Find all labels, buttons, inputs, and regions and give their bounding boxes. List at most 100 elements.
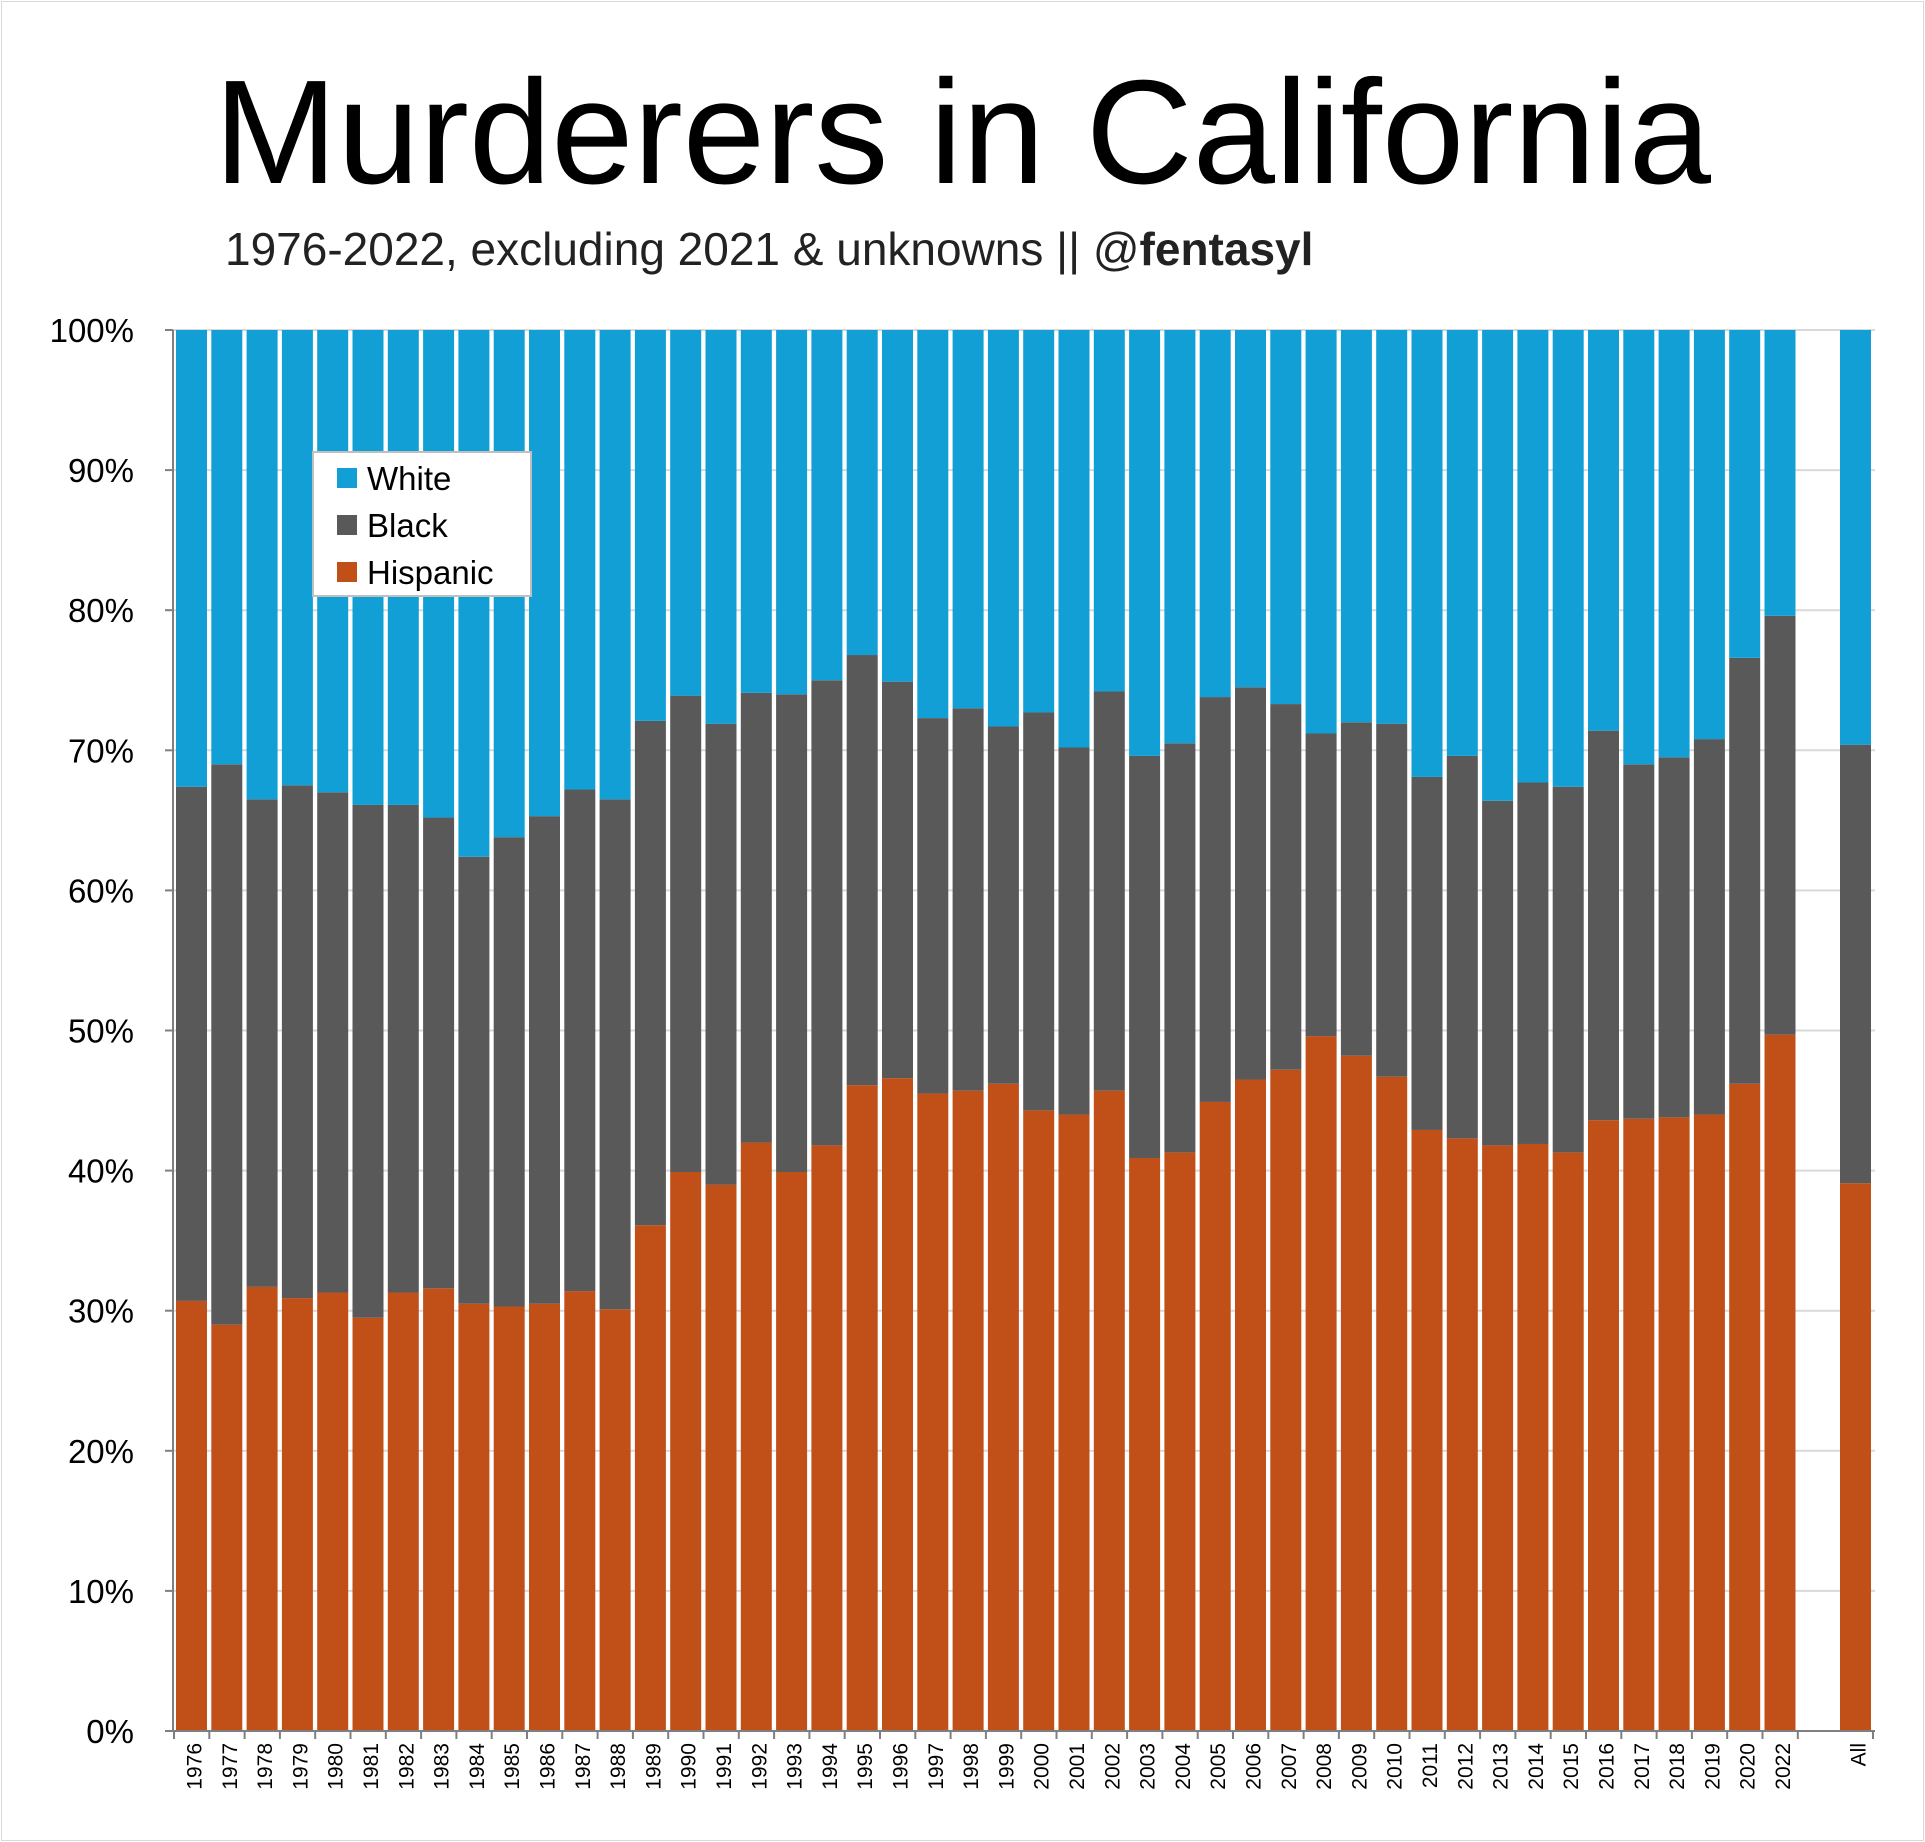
x-tick-label: 1987 <box>572 1743 595 1790</box>
x-tick-label: 2012 <box>1454 1743 1477 1790</box>
x-tick-label: 2010 <box>1384 1743 1407 1790</box>
bar-black-2015 <box>1552 786 1584 1153</box>
bar-hispanic-1996 <box>882 1078 913 1731</box>
x-tick-label: 2005 <box>1207 1743 1230 1790</box>
bar-white-1992 <box>740 330 772 693</box>
bar-white-2003 <box>1129 330 1161 756</box>
x-tick-label: 1990 <box>678 1743 701 1790</box>
x-tick-label: 2002 <box>1101 1743 1124 1790</box>
bar-white-2007 <box>1270 330 1302 705</box>
bar-black-1994 <box>811 680 843 1146</box>
legend-label-white: White <box>367 460 451 497</box>
bar-white-1979 <box>281 330 313 786</box>
bar-black-2000 <box>1023 712 1055 1111</box>
bar-white-1976 <box>176 330 207 787</box>
x-tick-label: 1994 <box>819 1743 842 1790</box>
legend-swatch-white <box>337 468 357 488</box>
y-tick-label: 90% <box>68 452 134 489</box>
bar-white-2017 <box>1623 330 1655 765</box>
bar-white-2008 <box>1305 330 1337 734</box>
bar-black-2004 <box>1164 743 1196 1153</box>
x-tick-label: 1989 <box>642 1743 665 1790</box>
bar-hispanic-1981 <box>352 1317 384 1731</box>
y-tick-label: 100% <box>50 312 134 349</box>
x-tick-label: 1977 <box>219 1743 242 1790</box>
bar-hispanic-1977 <box>211 1324 243 1731</box>
bar-hispanic-2013 <box>1482 1145 1514 1731</box>
bar-black-1997 <box>917 718 949 1094</box>
x-tick-label: 1985 <box>501 1743 524 1790</box>
bar-black-2018 <box>1658 757 1690 1118</box>
bar-hispanic-1980 <box>317 1292 349 1731</box>
y-tick-label: 60% <box>68 872 134 909</box>
x-tick-label: 1998 <box>960 1743 983 1790</box>
x-tick-label: 2015 <box>1560 1743 1583 1790</box>
x-tick-label: 2020 <box>1737 1743 1760 1790</box>
x-tick-label: 2011 <box>1419 1743 1442 1788</box>
bar-black-2017 <box>1623 764 1655 1119</box>
bar-white-2020 <box>1729 330 1761 658</box>
bar-black-2001 <box>1058 747 1090 1115</box>
bar-white-2016 <box>1588 330 1619 731</box>
x-tick-label: 1982 <box>395 1743 418 1790</box>
bar-hispanic-2016 <box>1588 1120 1619 1731</box>
bar-white-2022 <box>1764 330 1796 616</box>
x-tick-label: 2006 <box>1243 1743 1266 1790</box>
bar-hispanic-2022 <box>1764 1034 1796 1731</box>
bar-white-1988 <box>599 330 631 800</box>
bar-hispanic-1983 <box>423 1288 455 1731</box>
x-tick-label: 1984 <box>466 1743 489 1790</box>
x-tick-label: 2014 <box>1525 1743 1548 1790</box>
bar-black-2011 <box>1411 776 1443 1130</box>
x-tick-label: 2017 <box>1631 1743 1654 1790</box>
y-tick-label: 40% <box>68 1153 134 1190</box>
bar-black-1995 <box>846 655 878 1086</box>
bar-black-1986 <box>529 816 560 1304</box>
bar-black-2009 <box>1340 722 1372 1056</box>
bar-hispanic-2006 <box>1235 1079 1266 1731</box>
bar-black-1976 <box>176 786 207 1301</box>
bar-hispanic-1989 <box>634 1225 666 1731</box>
bar-black-2008 <box>1305 733 1337 1037</box>
bar-hispanic-2007 <box>1270 1069 1302 1731</box>
bar-hispanic-2000 <box>1023 1110 1055 1731</box>
bar-black-2005 <box>1199 697 1231 1102</box>
y-tick-label: 20% <box>68 1433 134 1470</box>
bar-hispanic-1985 <box>493 1306 525 1731</box>
x-tick-label: 2000 <box>1031 1743 1054 1790</box>
bar-hispanic-2002 <box>1093 1090 1125 1731</box>
bar-white-2010 <box>1376 330 1408 724</box>
bar-hispanic-2017 <box>1623 1118 1655 1731</box>
bar-black-1991 <box>705 723 737 1185</box>
bar-hispanic-1999 <box>987 1083 1019 1731</box>
legend-swatch-hispanic <box>337 562 357 582</box>
x-tick-label: 1978 <box>254 1743 277 1790</box>
bar-hispanic-1998 <box>952 1090 984 1731</box>
bar-black-1981 <box>352 804 384 1318</box>
bar-hispanic-2011 <box>1411 1129 1443 1731</box>
bar-white-1999 <box>987 330 1019 727</box>
bar-hispanic-2018 <box>1658 1117 1690 1731</box>
bar-white-2011 <box>1411 330 1443 777</box>
x-tick-label: 1979 <box>289 1743 312 1790</box>
bar-hispanic-1979 <box>281 1298 313 1731</box>
bar-black-1998 <box>952 708 984 1091</box>
bar-hispanic-2001 <box>1058 1114 1090 1731</box>
bar-hispanic-2012 <box>1446 1138 1478 1731</box>
bar-white-2006 <box>1235 330 1266 688</box>
x-tick-label: 2004 <box>1172 1743 1195 1790</box>
bar-black-2022 <box>1764 615 1796 1035</box>
bar-hispanic-2009 <box>1340 1055 1372 1731</box>
bar-hispanic-1991 <box>705 1184 737 1731</box>
bar-white-2004 <box>1164 330 1196 744</box>
bar-hispanic-2004 <box>1164 1152 1196 1731</box>
bar-black-1982 <box>387 804 419 1293</box>
bar-hispanic-2008 <box>1305 1036 1337 1731</box>
x-tick-label: 2001 <box>1066 1743 1089 1790</box>
bar-white-1977 <box>211 330 243 765</box>
bar-white-all <box>1840 330 1871 745</box>
bar-white-1994 <box>811 330 843 681</box>
bar-white-1990 <box>670 330 702 696</box>
